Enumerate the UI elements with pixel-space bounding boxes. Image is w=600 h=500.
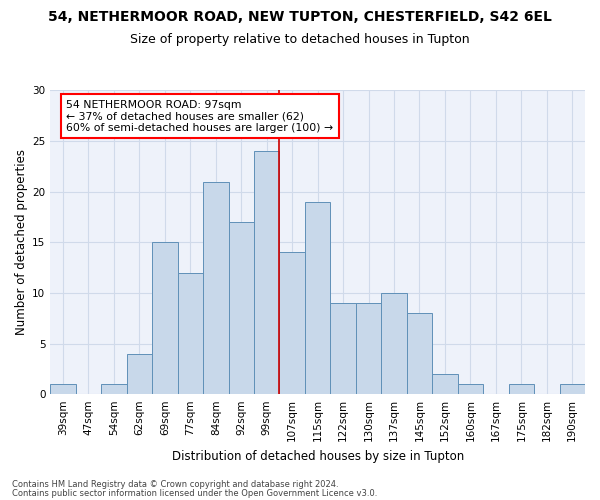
Text: Contains HM Land Registry data © Crown copyright and database right 2024.: Contains HM Land Registry data © Crown c…: [12, 480, 338, 489]
Bar: [509, 384, 534, 394]
Bar: [254, 151, 280, 394]
Bar: [101, 384, 127, 394]
Bar: [280, 252, 305, 394]
Text: Size of property relative to detached houses in Tupton: Size of property relative to detached ho…: [130, 32, 470, 46]
Bar: [203, 182, 229, 394]
Bar: [407, 313, 432, 394]
Bar: [305, 202, 331, 394]
Bar: [356, 303, 381, 394]
Text: 54 NETHERMOOR ROAD: 97sqm
← 37% of detached houses are smaller (62)
60% of semi-: 54 NETHERMOOR ROAD: 97sqm ← 37% of detac…: [67, 100, 334, 133]
Bar: [152, 242, 178, 394]
Bar: [50, 384, 76, 394]
Bar: [560, 384, 585, 394]
Text: 54, NETHERMOOR ROAD, NEW TUPTON, CHESTERFIELD, S42 6EL: 54, NETHERMOOR ROAD, NEW TUPTON, CHESTER…: [48, 10, 552, 24]
X-axis label: Distribution of detached houses by size in Tupton: Distribution of detached houses by size …: [172, 450, 464, 462]
Bar: [331, 303, 356, 394]
Bar: [381, 293, 407, 394]
Y-axis label: Number of detached properties: Number of detached properties: [15, 150, 28, 336]
Bar: [432, 374, 458, 394]
Text: Contains public sector information licensed under the Open Government Licence v3: Contains public sector information licen…: [12, 489, 377, 498]
Bar: [229, 222, 254, 394]
Bar: [127, 354, 152, 394]
Bar: [178, 272, 203, 394]
Bar: [458, 384, 483, 394]
